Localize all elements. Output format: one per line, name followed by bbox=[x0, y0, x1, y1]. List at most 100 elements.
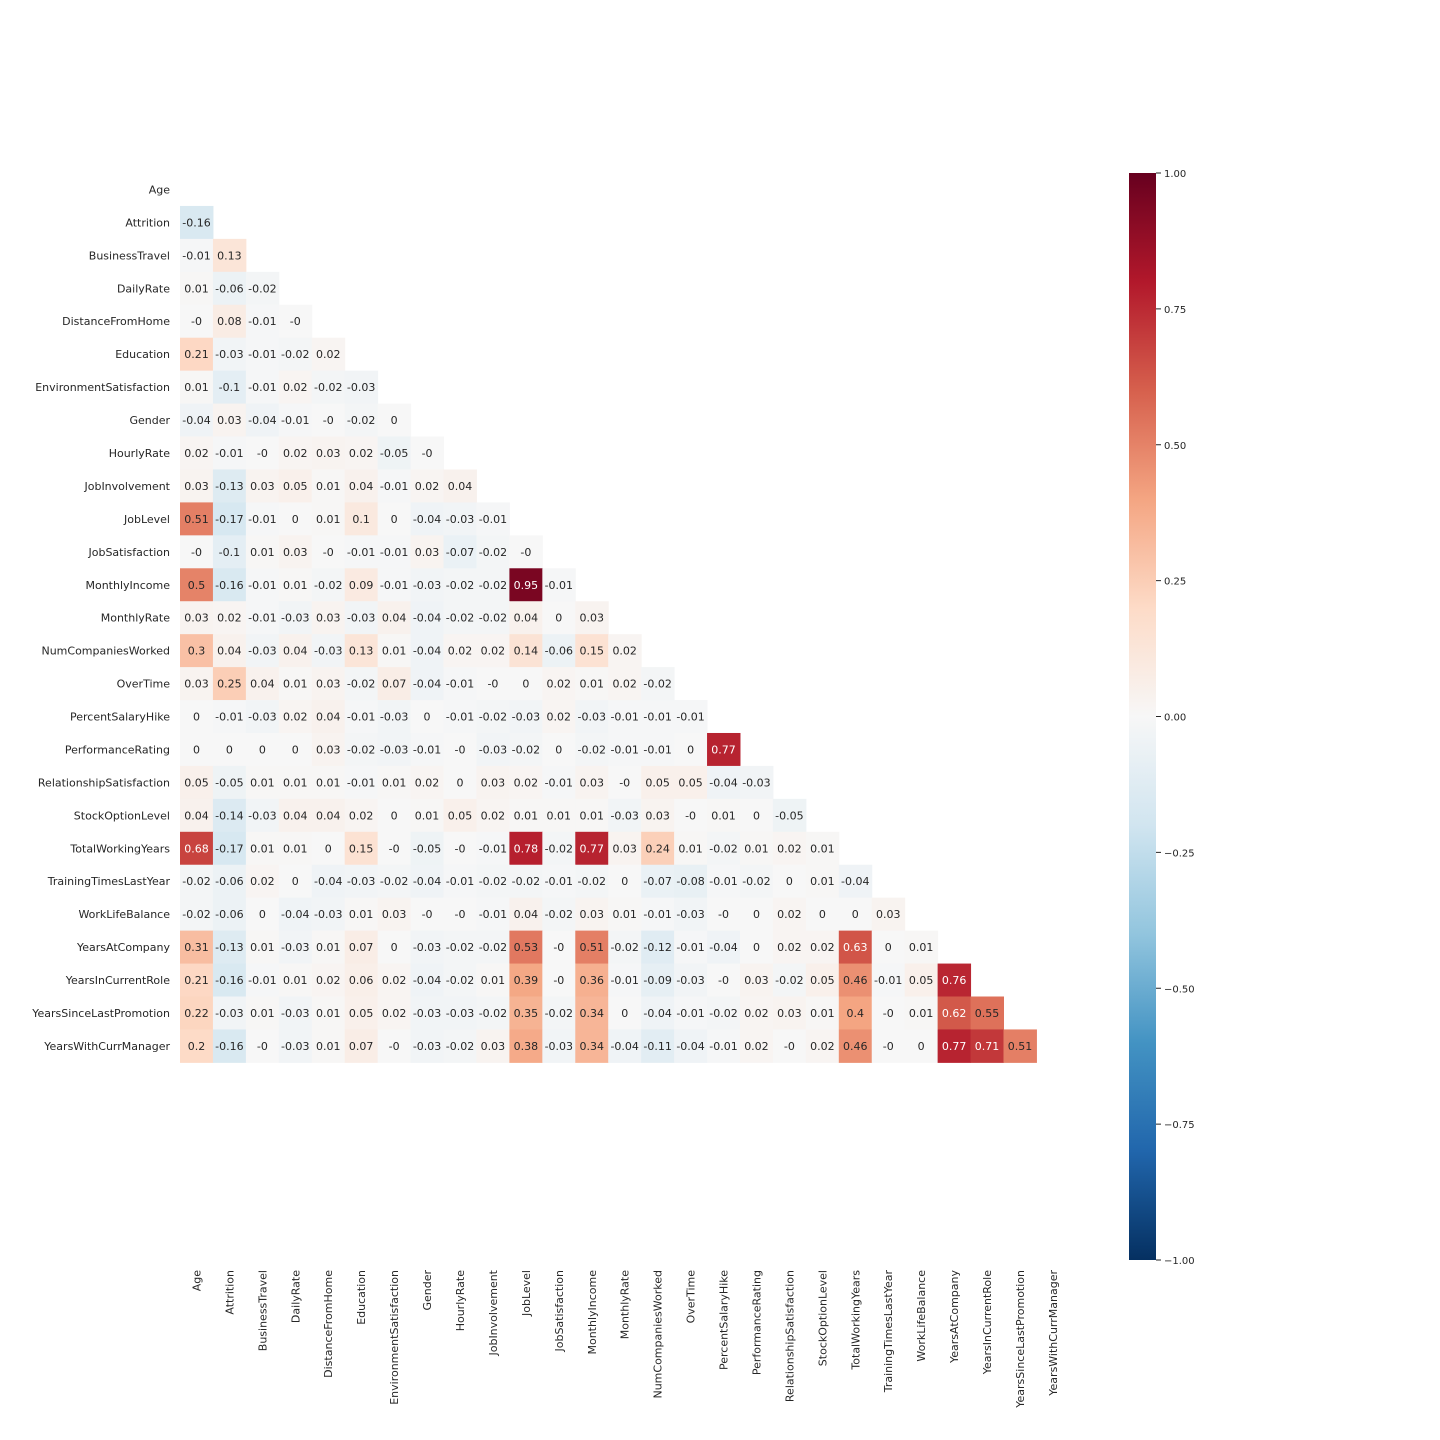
cell-value-label: 0.04 bbox=[514, 612, 539, 625]
heatmap-cell bbox=[476, 601, 510, 635]
cell-value-label: 0.01 bbox=[580, 809, 605, 822]
heatmap-cell bbox=[311, 700, 346, 734]
heatmap-cell bbox=[245, 930, 280, 965]
heatmap-cell bbox=[542, 634, 576, 668]
heatmap-cell bbox=[608, 667, 642, 701]
heatmap-cell bbox=[772, 963, 807, 997]
cell-value-label: -0.04 bbox=[413, 875, 441, 888]
heatmap-cell bbox=[245, 963, 280, 997]
cell-value-label: 0.02 bbox=[349, 447, 374, 460]
heatmap-cell bbox=[377, 601, 412, 635]
heatmap-cell bbox=[180, 271, 214, 306]
heatmap-cell bbox=[212, 963, 247, 997]
heatmap-cell bbox=[245, 469, 280, 503]
cell-value-label: 0.55 bbox=[975, 1007, 1000, 1020]
heatmap-cell bbox=[772, 864, 807, 899]
heatmap-cell bbox=[245, 535, 280, 569]
heatmap-cell bbox=[476, 502, 510, 536]
heatmap-cell bbox=[542, 1029, 576, 1063]
cell-value-label: 0.63 bbox=[843, 941, 868, 954]
heatmap-cell bbox=[311, 1029, 346, 1063]
heatmap-cell bbox=[739, 1029, 774, 1063]
heatmap-cell bbox=[344, 831, 379, 866]
cell-value-label: 0.02 bbox=[777, 941, 802, 954]
cell-value-label: 0.02 bbox=[777, 908, 802, 921]
colorbar-tick-label: 0.25 bbox=[1164, 577, 1186, 588]
colorbar-tick-label: 0.50 bbox=[1164, 441, 1186, 452]
heatmap-cell bbox=[476, 897, 510, 932]
cell-value-label: -0.04 bbox=[610, 1040, 638, 1053]
heatmap-cell bbox=[212, 304, 247, 339]
heatmap-cell bbox=[212, 831, 247, 866]
heatmap-cell bbox=[641, 897, 675, 932]
cell-value-label: 0 bbox=[292, 875, 299, 888]
heatmap-cell bbox=[443, 732, 477, 767]
heatmap-cell bbox=[575, 930, 609, 965]
heatmap-cell bbox=[212, 765, 247, 800]
cell-value-label: -0.03 bbox=[215, 1007, 243, 1020]
cell-value-label: 0.02 bbox=[415, 776, 440, 789]
heatmap-cell bbox=[805, 897, 840, 932]
cell-value-label: 0.01 bbox=[250, 546, 275, 559]
cell-value-label: 0.03 bbox=[184, 480, 209, 493]
cell-value-label: -0.02 bbox=[479, 579, 507, 592]
heatmap-cell bbox=[212, 667, 247, 701]
cell-value-label: 0.02 bbox=[283, 711, 308, 724]
cell-value-label: -0 bbox=[323, 414, 334, 427]
cell-value-label: -0.02 bbox=[479, 1007, 507, 1020]
heatmap-cell bbox=[278, 700, 313, 734]
x-tick-label: Attrition bbox=[223, 1270, 236, 1315]
cell-value-label: 0.51 bbox=[1008, 1040, 1033, 1053]
cell-value-label: 0 bbox=[753, 908, 760, 921]
heatmap-cell bbox=[575, 1029, 609, 1063]
x-tick-label: Education bbox=[355, 1270, 368, 1325]
heatmap-cell bbox=[180, 469, 214, 503]
heatmap-cell bbox=[608, 1029, 642, 1063]
cell-value-label: 0 bbox=[918, 1040, 925, 1053]
cell-value-label: 0 bbox=[555, 743, 562, 756]
heatmap-cell bbox=[278, 963, 313, 997]
colorbar-tick-label: 1.00 bbox=[1164, 169, 1186, 180]
x-tick-label: WorkLifeBalance bbox=[915, 1270, 928, 1362]
cell-value-label: 0.01 bbox=[283, 776, 308, 789]
heatmap-cell bbox=[838, 930, 873, 965]
heatmap-cell bbox=[245, 601, 280, 635]
x-tick-label: TotalWorkingYears bbox=[849, 1270, 862, 1371]
heatmap-cell bbox=[443, 1029, 477, 1063]
y-tick-label: YearsInCurrentRole bbox=[65, 974, 170, 987]
cell-value-label: 0.02 bbox=[481, 809, 506, 822]
cell-value-label: -0.04 bbox=[413, 513, 441, 526]
cell-value-label: 0 bbox=[852, 908, 859, 921]
heatmap-cell bbox=[608, 634, 642, 668]
heatmap-cell bbox=[542, 700, 576, 734]
heatmap-cell bbox=[180, 732, 214, 767]
x-tick-label: YearsAtCompany bbox=[948, 1270, 961, 1364]
heatmap-cell bbox=[739, 996, 774, 1030]
x-tick-label: TrainingTimesLastYear bbox=[882, 1270, 895, 1394]
cell-value-label: -0.01 bbox=[545, 579, 573, 592]
heatmap-cell bbox=[180, 205, 214, 240]
heatmap-cell bbox=[707, 1029, 741, 1063]
cell-value-label: -0.02 bbox=[446, 974, 474, 987]
cell-value-label: -0.01 bbox=[446, 711, 474, 724]
cell-value-label: 0.01 bbox=[415, 809, 440, 822]
heatmap-cell bbox=[180, 634, 214, 668]
heatmap-cell bbox=[344, 601, 379, 635]
cell-value-label: 0.03 bbox=[316, 678, 341, 691]
cell-value-label: -0.01 bbox=[479, 513, 507, 526]
heatmap-cell bbox=[443, 963, 477, 997]
cell-value-label: -0.16 bbox=[215, 579, 243, 592]
cell-value-label: 0 bbox=[391, 414, 398, 427]
heatmap-cell bbox=[212, 568, 247, 602]
heatmap-cell bbox=[410, 831, 445, 866]
heatmap-cell bbox=[707, 930, 741, 965]
cell-value-label: -0.02 bbox=[512, 875, 540, 888]
heatmap-cell bbox=[180, 337, 214, 372]
heatmap-cell bbox=[904, 1029, 939, 1063]
cell-value-label: 0.24 bbox=[645, 842, 670, 855]
cell-value-label: -0.02 bbox=[314, 381, 342, 394]
heatmap-cell bbox=[311, 831, 346, 866]
y-tick-label: WorkLifeBalance bbox=[78, 908, 170, 921]
heatmap-cell bbox=[1003, 1029, 1037, 1063]
heatmap-cell bbox=[278, 535, 313, 569]
